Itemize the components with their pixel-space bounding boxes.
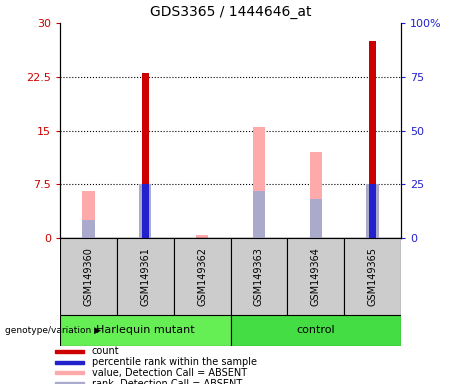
Bar [82, 220, 95, 238]
Text: GSM149362: GSM149362 [197, 247, 207, 306]
Text: GSM149360: GSM149360 [83, 247, 94, 306]
Text: control: control [296, 325, 335, 335]
Bar [369, 184, 376, 238]
Bar [287, 238, 344, 315]
Text: count: count [91, 346, 119, 356]
Bar [139, 184, 152, 238]
Bar [55, 371, 84, 374]
Text: genotype/variation ▶: genotype/variation ▶ [5, 326, 100, 335]
Bar [309, 199, 322, 238]
Bar [253, 192, 265, 238]
Bar [366, 184, 379, 238]
Bar [344, 238, 401, 315]
Text: value, Detection Call = ABSENT: value, Detection Call = ABSENT [91, 368, 247, 378]
Bar [117, 238, 174, 315]
Bar [142, 184, 148, 238]
Bar [139, 184, 152, 238]
Bar [55, 350, 84, 353]
Bar [366, 184, 379, 238]
Bar [60, 315, 230, 346]
Text: percentile rank within the sample: percentile rank within the sample [91, 357, 256, 367]
Bar [174, 238, 230, 315]
Text: GSM149364: GSM149364 [311, 247, 321, 306]
Bar [309, 152, 322, 238]
Title: GDS3365 / 1444646_at: GDS3365 / 1444646_at [150, 5, 311, 19]
Text: GSM149365: GSM149365 [367, 247, 378, 306]
Text: GSM149361: GSM149361 [140, 247, 150, 306]
Bar [196, 235, 208, 238]
Text: rank, Detection Call = ABSENT: rank, Detection Call = ABSENT [91, 379, 242, 384]
Bar [60, 238, 117, 315]
Bar [230, 238, 287, 315]
Text: GSM149363: GSM149363 [254, 247, 264, 306]
Bar [82, 192, 95, 238]
Bar [253, 127, 265, 238]
Bar [55, 361, 84, 364]
Bar [230, 315, 401, 346]
Bar [55, 382, 84, 384]
Bar [369, 41, 376, 238]
Text: Harlequin mutant: Harlequin mutant [96, 325, 195, 335]
Bar [142, 73, 148, 238]
